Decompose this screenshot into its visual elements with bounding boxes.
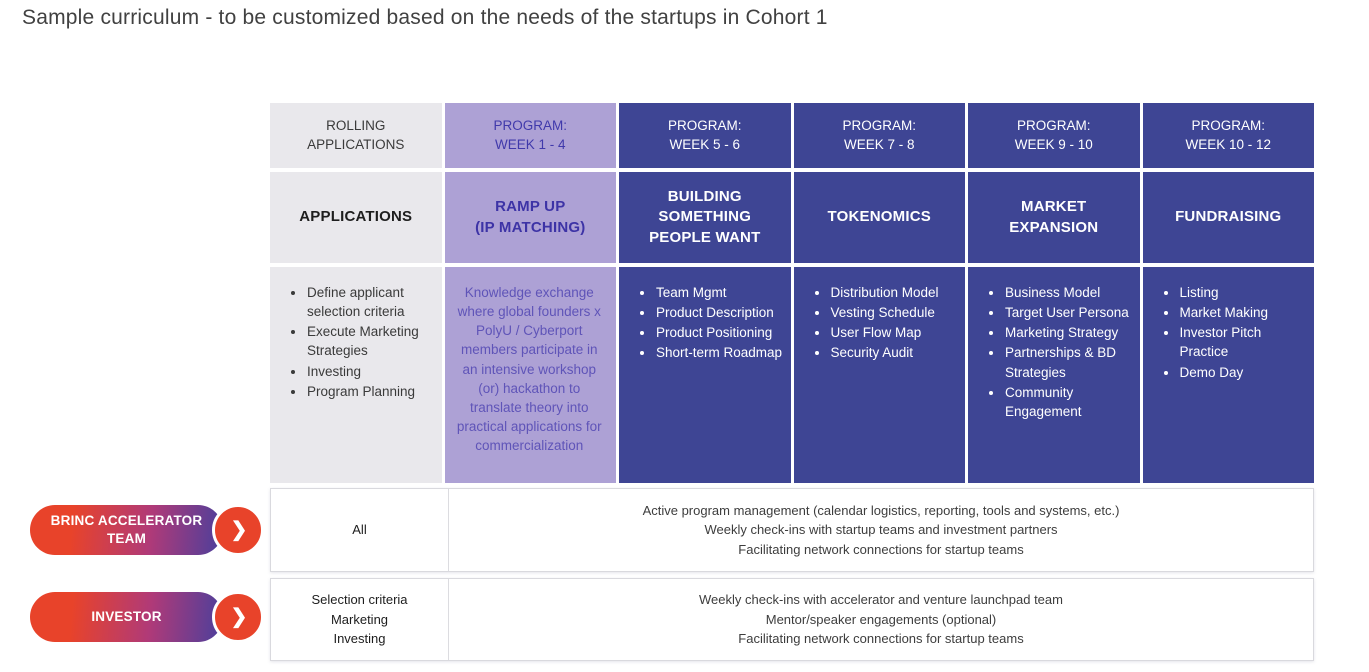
- curriculum-column: PROGRAM: WEEK 1 - 4 RAMP UP (IP MATCHING)…: [444, 103, 616, 483]
- phase-title: APPLICATIONS: [270, 172, 442, 263]
- phase-title: MARKET EXPANSION: [968, 172, 1140, 263]
- phase-title: TOKENOMICS: [793, 172, 965, 263]
- bullet-item: User Flow Map: [830, 323, 960, 342]
- swimlane-line: Weekly check-ins with accelerator and ve…: [699, 592, 1063, 608]
- program-week-header: PROGRAM: WEEK 10 - 12: [1142, 103, 1314, 168]
- bullet-item: Team Mgmt: [655, 283, 785, 302]
- curriculum-column: PROGRAM: WEEK 5 - 6 BUILDING SOMETHING PE…: [619, 103, 791, 483]
- phase-content: Distribution ModelVesting ScheduleUser F…: [793, 267, 965, 483]
- swimlane-scope: Selection criteria Marketing Investing: [271, 579, 449, 660]
- bullet-item: Target User Persona: [1004, 303, 1134, 322]
- chevron-right-icon: ❯: [230, 519, 248, 541]
- brinc-arrow-button: ❯: [212, 504, 264, 556]
- phase-title: RAMP UP (IP MATCHING): [444, 172, 616, 263]
- bullet-item: Define applicant selection criteria: [306, 283, 436, 321]
- swimlane-scope: All: [271, 489, 449, 571]
- bullet-item: Execute Marketing Strategies: [306, 322, 436, 360]
- bullet-list: Define applicant selection criteriaExecu…: [274, 283, 436, 401]
- bullet-item: Product Description: [655, 303, 785, 322]
- swimlane-content: Weekly check-ins with accelerator and ve…: [449, 579, 1313, 660]
- bullet-item: Business Model: [1004, 283, 1134, 302]
- bullet-item: Product Positioning: [655, 323, 785, 342]
- bullet-item: Listing: [1179, 283, 1309, 302]
- investor-arrow-button: ❯: [212, 591, 264, 643]
- swimlane-line: Weekly check-ins with startup teams and …: [704, 522, 1058, 538]
- phase-paragraph: Knowledge exchange where global founders…: [456, 285, 602, 454]
- swimlane-line: Active program management (calendar logi…: [642, 502, 1120, 518]
- phase-content: Business ModelTarget User PersonaMarketi…: [968, 267, 1140, 483]
- bullet-item: Investor Pitch Practice: [1179, 323, 1309, 361]
- chevron-right-icon: ❯: [230, 606, 248, 628]
- swimlane-brinc-row: All Active program management (calendar …: [270, 488, 1314, 572]
- phase-content: Knowledge exchange where global founders…: [444, 267, 616, 483]
- program-week-header: ROLLING APPLICATIONS: [270, 103, 442, 168]
- phase-title: FUNDRAISING: [1142, 172, 1314, 263]
- brinc-accelerator-team-pill: BRINC ACCELERATOR TEAM: [30, 505, 223, 555]
- bullet-item: Security Audit: [830, 343, 960, 362]
- bullet-item: Marketing Strategy: [1004, 323, 1134, 342]
- bullet-list: ListingMarket MakingInvestor Pitch Pract…: [1147, 283, 1309, 382]
- swimlane-line: Facilitating network connections for sta…: [738, 631, 1024, 647]
- page-title: Sample curriculum - to be customized bas…: [22, 6, 828, 29]
- bullet-list: Business ModelTarget User PersonaMarketi…: [972, 283, 1134, 421]
- swimlane-line: Mentor/speaker engagements (optional): [765, 611, 997, 627]
- phase-content: Define applicant selection criteriaExecu…: [270, 267, 442, 483]
- phase-title: BUILDING SOMETHING PEOPLE WANT: [619, 172, 791, 263]
- bullet-item: Community Engagement: [1004, 383, 1134, 421]
- phase-content: Team MgmtProduct DescriptionProduct Posi…: [619, 267, 791, 483]
- bullet-item: Vesting Schedule: [830, 303, 960, 322]
- bullet-item: Distribution Model: [830, 283, 960, 302]
- investor-pill: INVESTOR: [30, 592, 223, 642]
- program-week-header: PROGRAM: WEEK 7 - 8: [793, 103, 965, 168]
- program-week-header: PROGRAM: WEEK 1 - 4: [444, 103, 616, 168]
- program-week-header: PROGRAM: WEEK 5 - 6: [619, 103, 791, 168]
- bullet-item: Market Making: [1179, 303, 1309, 322]
- bullet-item: Demo Day: [1179, 363, 1309, 382]
- swimlane-investor-row: Selection criteria Marketing Investing W…: [270, 578, 1314, 661]
- bullet-item: Investing: [306, 362, 436, 381]
- bullet-item: Program Planning: [306, 382, 436, 401]
- swimlane-content: Active program management (calendar logi…: [449, 489, 1313, 571]
- bullet-item: Short-term Roadmap: [655, 343, 785, 362]
- phase-content: ListingMarket MakingInvestor Pitch Pract…: [1142, 267, 1314, 483]
- bullet-item: Partnerships & BD Strategies: [1004, 343, 1134, 381]
- program-week-header: PROGRAM: WEEK 9 - 10: [968, 103, 1140, 168]
- swimlane-line: Facilitating network connections for sta…: [738, 541, 1024, 557]
- bullet-list: Distribution ModelVesting ScheduleUser F…: [798, 283, 960, 363]
- bullet-list: Team MgmtProduct DescriptionProduct Posi…: [623, 283, 785, 363]
